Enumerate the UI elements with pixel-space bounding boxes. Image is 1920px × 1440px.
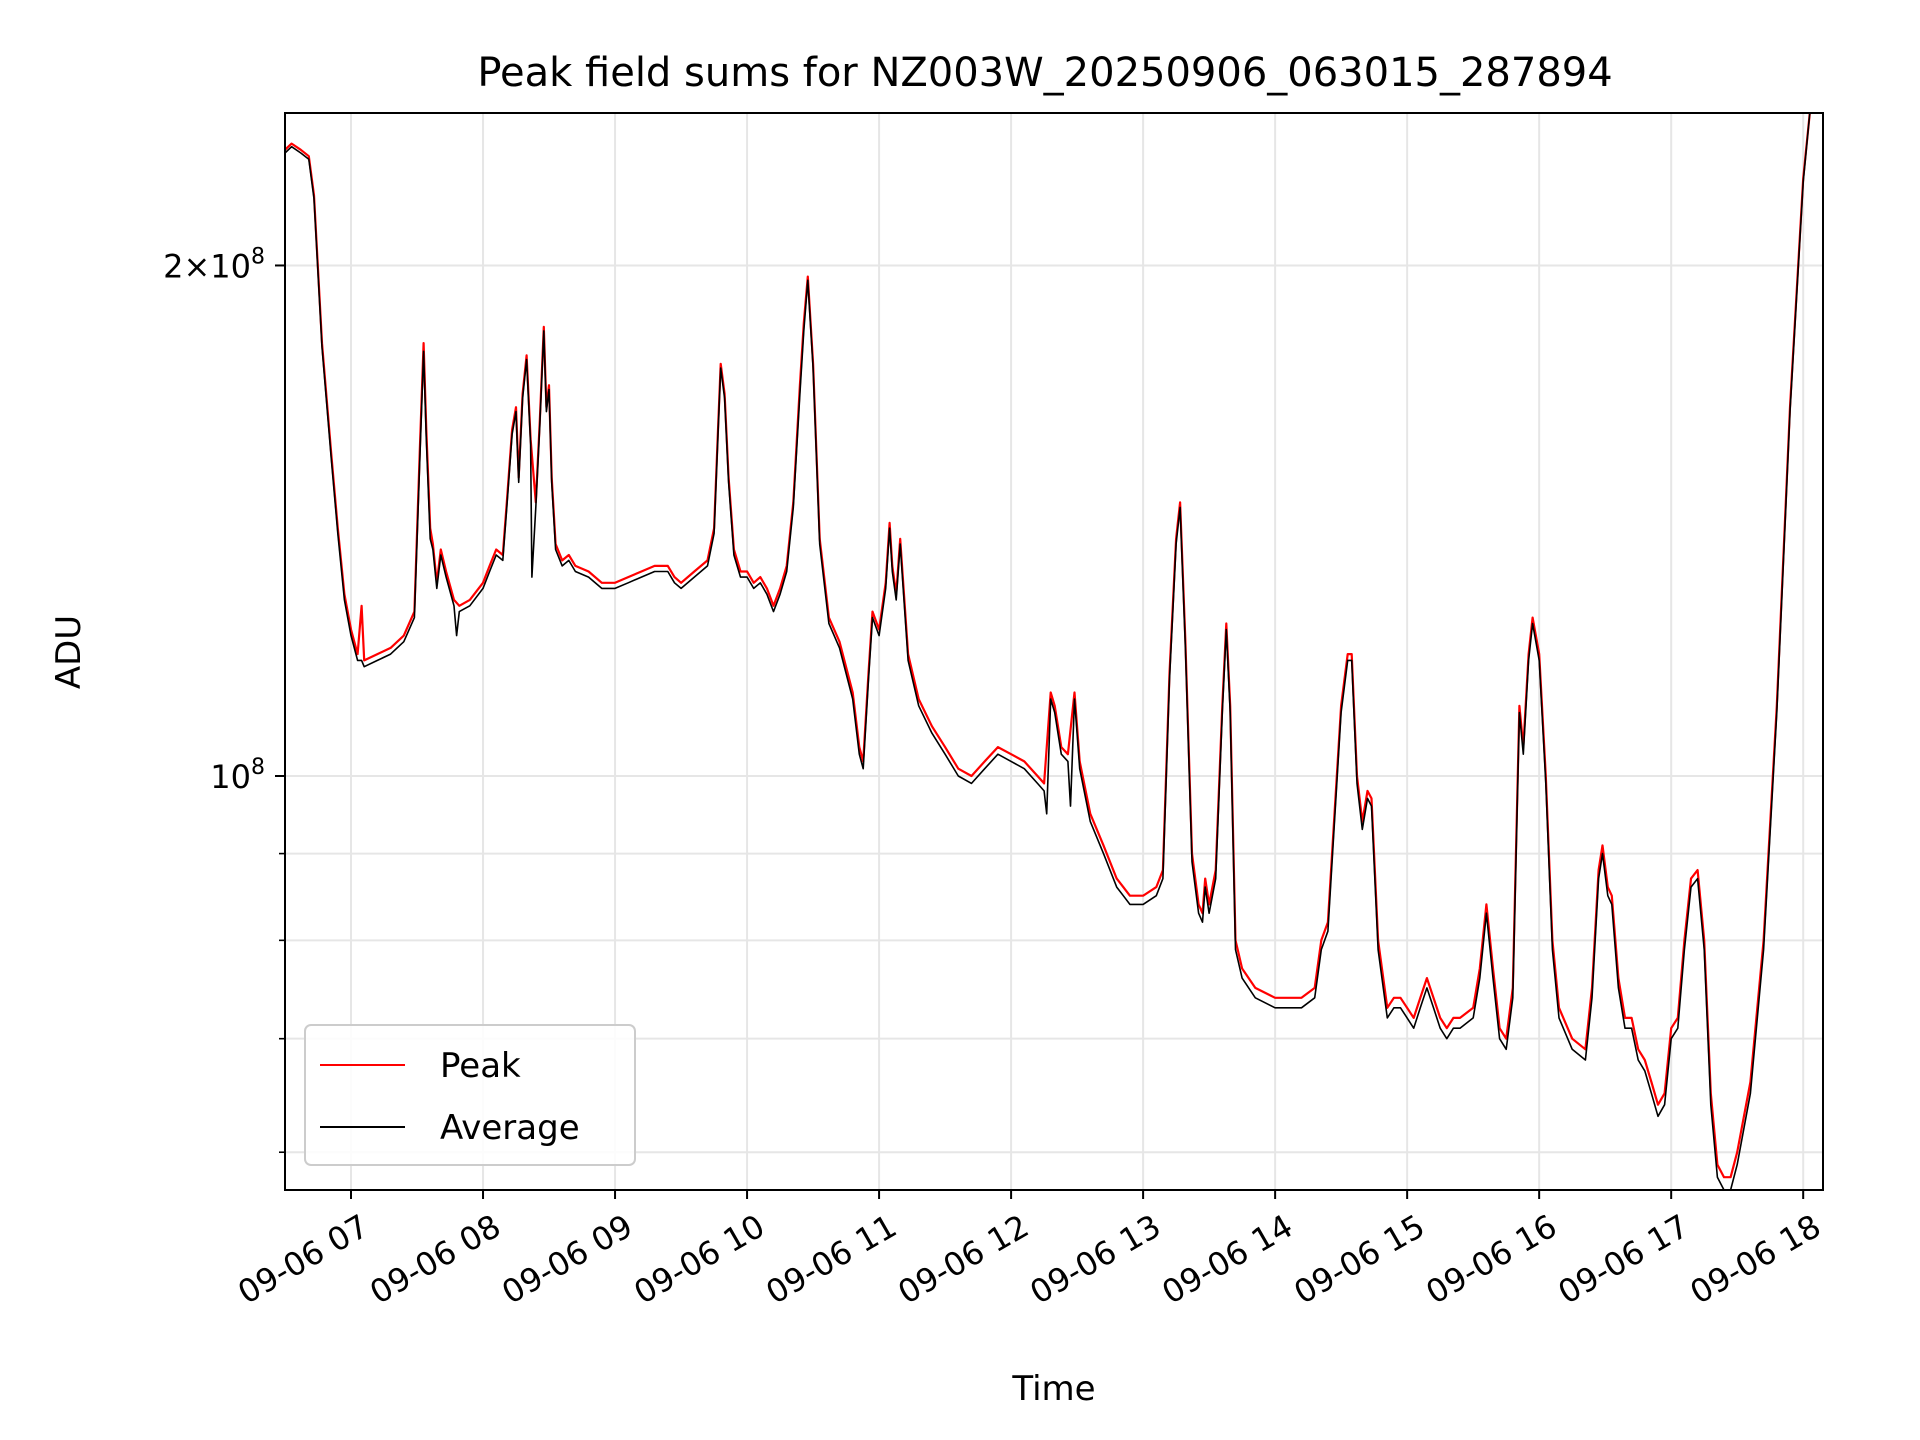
legend: Peak Average bbox=[304, 1024, 636, 1166]
plot-area-frame bbox=[284, 112, 1824, 1191]
y-axis-title: ADU bbox=[49, 615, 89, 689]
y-tick-label: 2×108 bbox=[163, 244, 265, 285]
y-tick-label: 108 bbox=[210, 755, 265, 796]
y-axis: 108 2×108 bbox=[163, 244, 285, 1154]
series-lines bbox=[285, 113, 1811, 1190]
grid bbox=[285, 113, 1823, 1190]
legend-box bbox=[304, 1024, 636, 1166]
series-line-average bbox=[285, 113, 1811, 1190]
legend-label-average: Average bbox=[440, 1108, 580, 1148]
chart-title: Peak field sums for NZ003W_20250906_0630… bbox=[477, 50, 1612, 96]
legend-label-peak: Peak bbox=[440, 1046, 521, 1086]
x-axis-title: Time bbox=[1011, 1369, 1095, 1409]
